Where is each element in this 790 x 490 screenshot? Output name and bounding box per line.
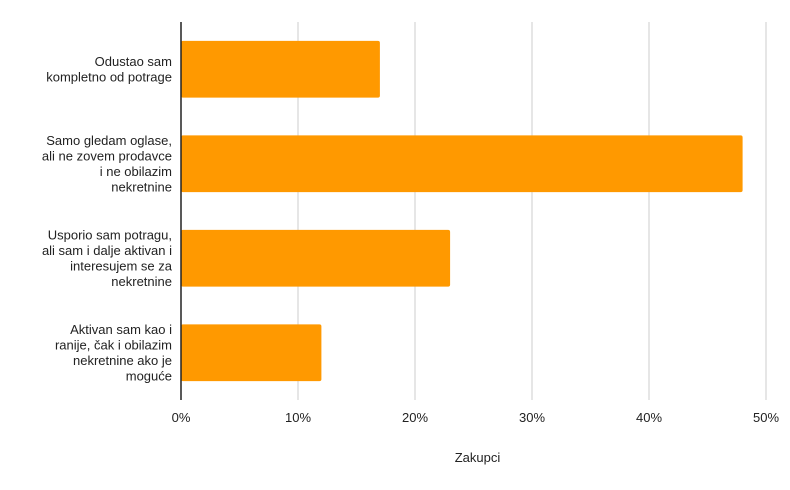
category-label: Samo gledam oglase, ali ne zovem prodavce… [42,133,172,195]
x-tick-labels: 0% 10% 20% 30% 40% 50% [172,410,780,425]
x-tick-label: 20% [402,410,428,425]
category-label: Odustao sam kompletno od potrage [46,54,172,85]
bar [181,135,743,193]
x-tick-label: 10% [285,410,311,425]
x-tick-label: 50% [753,410,779,425]
category-label: Aktivan sam kao i ranije, čak i obilazim n… [55,322,172,384]
category-labels: Odustao sam kompletno od potrage Samo gled… [42,54,173,384]
x-tick-label: 40% [636,410,662,425]
category-label: Usporio sam potragu, ali sam i dalje akti… [42,228,173,290]
x-axis-title: Zakupci [455,450,501,465]
x-tick-label: 0% [172,410,191,425]
bars [181,40,743,382]
bar [181,40,380,98]
x-tick-label: 30% [519,410,545,425]
bar [181,229,451,287]
bar [181,324,322,382]
